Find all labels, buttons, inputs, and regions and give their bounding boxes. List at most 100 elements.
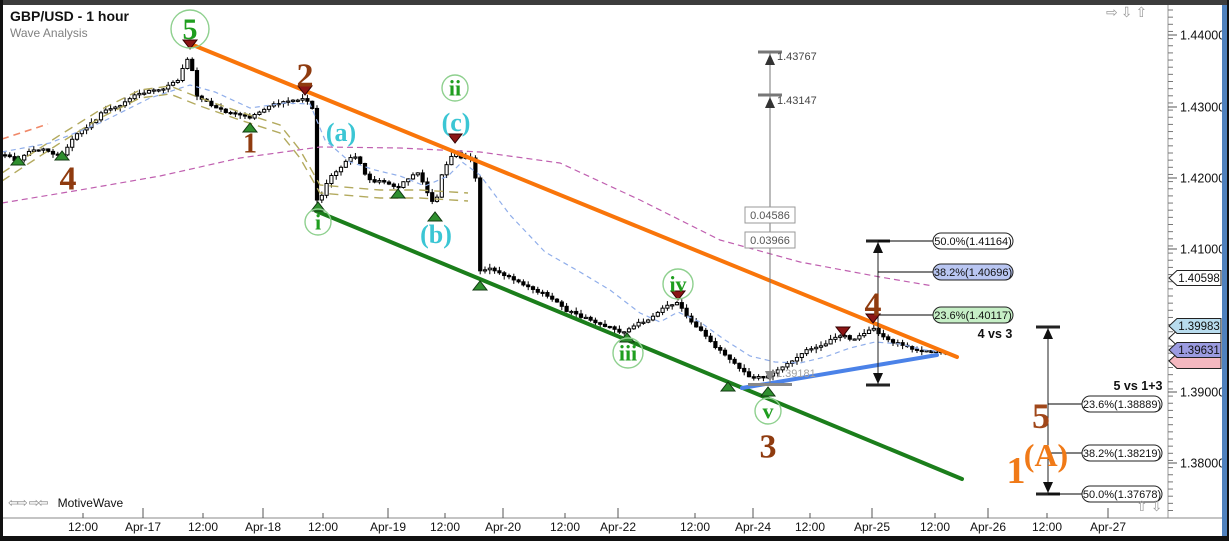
- candle-body: [521, 281, 526, 286]
- support-trendline-green[interactable]: [314, 209, 964, 481]
- candle-body: [727, 354, 732, 360]
- wave-marker-down[interactable]: [669, 290, 687, 301]
- candle-body: [146, 89, 152, 94]
- wave-label-v[interactable]: v: [763, 398, 774, 423]
- wave-circle[interactable]: [304, 208, 332, 236]
- fib-5-vs-1plus3-box[interactable]: [1081, 444, 1163, 462]
- wave-label-iv[interactable]: iv: [669, 271, 686, 296]
- wave-marker-down[interactable]: [834, 326, 852, 337]
- wave-label-(b)[interactable]: (b): [420, 220, 452, 249]
- wave-label-i[interactable]: i: [315, 209, 321, 234]
- fib-level-label: 38.2%(1.38219): [1083, 448, 1161, 460]
- fib-5-vs-1plus3-box[interactable]: [1081, 485, 1163, 503]
- candle-body: [679, 302, 684, 309]
- wave-label-3[interactable]: 3: [760, 429, 777, 466]
- wave-label-1[interactable]: 1: [1007, 450, 1026, 492]
- wave-marker-up[interactable]: [9, 155, 27, 166]
- wave-marker-down[interactable]: [446, 133, 464, 144]
- fib-4-vs-3-box[interactable]: [932, 263, 1014, 281]
- pan-right-left-icon[interactable]: ⇨⇦: [28, 495, 49, 510]
- candle-body: [98, 112, 104, 121]
- fib-5-vs-1plus3-box[interactable]: [1081, 395, 1163, 413]
- candle-body: [233, 112, 238, 115]
- wave-label-5[interactable]: 5: [1032, 396, 1050, 436]
- time-axis-label: Apr-26: [970, 520, 1006, 534]
- wave-marker-down[interactable]: [181, 39, 199, 50]
- fib-level-label: 23.6%(1.38889): [1083, 399, 1161, 411]
- candle-body: [804, 349, 809, 355]
- wave-label-5[interactable]: 5: [183, 13, 198, 46]
- candle-body: [492, 267, 497, 272]
- window-top-edge: [0, 0, 1229, 5]
- candle-body: [41, 148, 46, 151]
- candle-body: [132, 94, 137, 100]
- wave-marker-up[interactable]: [53, 150, 71, 161]
- candle-body: [46, 148, 51, 152]
- range-measure-wave4-arrow-down: [873, 373, 883, 384]
- candle-body: [439, 174, 444, 198]
- wave-circle[interactable]: [754, 397, 782, 425]
- candle-body: [348, 157, 353, 162]
- wave-label-(a)[interactable]: (a): [326, 118, 356, 147]
- wave-label-4[interactable]: 4: [865, 287, 882, 324]
- wave-circle[interactable]: [170, 9, 210, 49]
- wave-circle[interactable]: [441, 74, 469, 102]
- wave-marker-up[interactable]: [719, 381, 737, 392]
- wave-marker-up[interactable]: [471, 280, 489, 291]
- candle-body: [535, 288, 540, 293]
- measure-price-label: 1.43767: [777, 51, 817, 63]
- pan-arrows-icon[interactable]: ⇦⇨ ⇨⇦: [8, 495, 50, 511]
- scroll-up-icon[interactable]: ⇧: [1135, 4, 1148, 20]
- wave-marker-up[interactable]: [309, 201, 327, 212]
- candle-body: [722, 349, 728, 356]
- candle-body: [223, 108, 228, 113]
- candle-body: [161, 88, 166, 91]
- candle-body: [218, 107, 224, 110]
- wave-circle[interactable]: [612, 337, 644, 369]
- time-axis-label: Apr-20: [485, 520, 521, 534]
- wave-marker-down[interactable]: [864, 313, 882, 324]
- brand-row: ⇦⇨ ⇨⇦ MotiveWave: [8, 495, 123, 511]
- wave-label-iii[interactable]: iii: [619, 340, 637, 365]
- candle-body: [554, 298, 560, 303]
- range-measure-left-arrow-up: [765, 97, 775, 108]
- candle-body: [401, 181, 406, 189]
- candle-body: [127, 98, 132, 103]
- scroll-down-icon[interactable]: ⇩: [1120, 4, 1133, 20]
- candle-body: [137, 92, 142, 96]
- wave4-trendline-blue[interactable]: [740, 353, 939, 390]
- scale-down-icon[interactable]: ⇩: [1150, 498, 1163, 514]
- candle-body: [65, 146, 70, 156]
- wave-label-4[interactable]: 4: [60, 161, 77, 198]
- wave-marker-up[interactable]: [426, 211, 444, 222]
- wave-label-(A)[interactable]: (A): [1024, 437, 1068, 473]
- wave-marker-up[interactable]: [241, 122, 259, 133]
- candle-body: [286, 100, 291, 103]
- resistance-trendline-orange[interactable]: [191, 43, 959, 359]
- range-measure-wave5-arrow-down: [1043, 482, 1053, 493]
- wave-label-ii[interactable]: ii: [449, 75, 461, 100]
- pan-left-right-icon[interactable]: ⇦⇨: [8, 495, 28, 510]
- candle-body: [487, 267, 492, 271]
- candle-body: [631, 325, 636, 330]
- price-axis-label: 1.43000: [1180, 101, 1225, 115]
- scale-up-icon[interactable]: ⇧: [1136, 498, 1148, 514]
- fib-4-vs-3-box[interactable]: [932, 306, 1014, 324]
- time-axis-label: 12:00: [680, 520, 710, 534]
- candle-body: [660, 307, 665, 313]
- time-axis-label: Apr-18: [245, 520, 281, 534]
- wave-label-(c)[interactable]: (c): [442, 108, 471, 137]
- wave-circle[interactable]: [662, 268, 694, 300]
- wave-marker-down[interactable]: [296, 85, 314, 96]
- wave-label-2[interactable]: 2: [297, 58, 314, 95]
- candle-body: [300, 98, 305, 101]
- scroll-right-icon[interactable]: ⇨: [1106, 4, 1118, 20]
- wave-label-1[interactable]: 1: [243, 129, 257, 160]
- candle-body: [852, 338, 857, 341]
- wave-marker-up[interactable]: [759, 386, 777, 397]
- candle-body: [122, 101, 128, 107]
- fib-level-label: 23.6%(1.40117): [934, 310, 1011, 322]
- wave-marker-up[interactable]: [389, 188, 407, 199]
- fib-4-vs-3-box[interactable]: [932, 232, 1014, 250]
